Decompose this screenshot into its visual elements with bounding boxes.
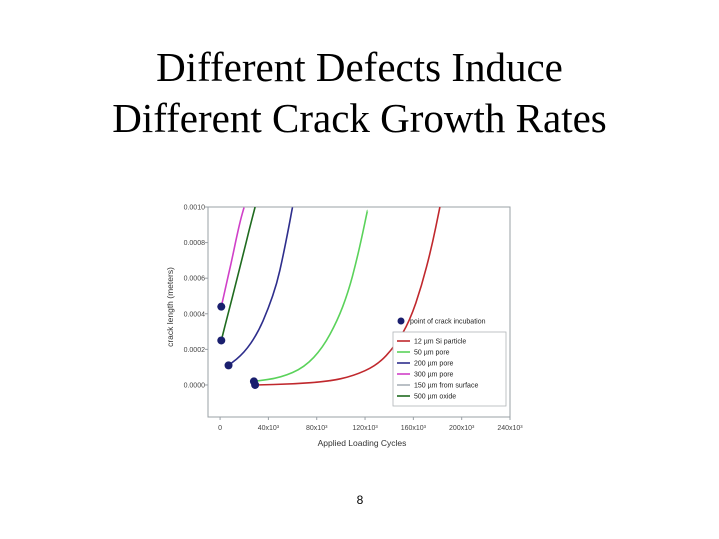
x-tick-label: 200x10³ — [449, 425, 475, 432]
y-tick-label: 0.0004 — [184, 311, 206, 318]
slide-title-line-1: Different Defects Induce — [156, 44, 563, 90]
slide-title: Different Defects Induce Different Crack… — [0, 42, 719, 144]
series-line — [253, 209, 369, 383]
legend-incubation-label: point of crack incubation — [410, 319, 486, 326]
legend-label: 50 µm pore — [414, 350, 450, 357]
slide-title-line-2: Different Crack Growth Rates — [112, 95, 607, 141]
incubation-point — [224, 361, 233, 370]
y-tick-label: 0.0010 — [184, 205, 206, 212]
series-line — [228, 207, 294, 367]
incubation-point — [217, 302, 226, 311]
x-tick-label: 0 — [218, 425, 222, 432]
legend-label: 500 µm oxide — [414, 394, 456, 401]
x-tick-label: 160x10³ — [401, 425, 427, 432]
y-axis-label: crack length (meters) — [165, 267, 175, 347]
series-line — [220, 207, 256, 341]
x-tick-label: 120x10³ — [352, 425, 378, 432]
series-line — [220, 207, 245, 307]
y-tick-label: 0.0006 — [184, 276, 206, 283]
y-tick-label: 0.0000 — [184, 382, 206, 389]
x-axis-label: Applied Loading Cycles — [318, 438, 407, 448]
y-tick-label: 0.0008 — [184, 240, 206, 247]
x-tick-label: 80x10³ — [306, 425, 328, 432]
legend-label: 200 µm pore — [414, 361, 454, 368]
legend-incubation-marker — [397, 317, 405, 325]
incubation-point — [217, 336, 226, 345]
series-line — [255, 207, 441, 386]
crack-growth-chart: 0.0000 0.0002 0.0004 0.0006 0.0008 0.0010 0 40x… — [165, 205, 523, 449]
legend-label: 12 µm Si particle — [414, 339, 466, 346]
legend-label: 300 µm pore — [414, 372, 454, 379]
legend-label: 150 µm from surface — [414, 383, 478, 390]
incubation-point — [249, 377, 258, 386]
x-tick-label: 240x10³ — [497, 425, 523, 432]
legend-box — [392, 331, 507, 407]
page-number: 8 — [356, 493, 364, 507]
x-tick-label: 40x10³ — [258, 425, 280, 432]
y-tick-label: 0.0002 — [184, 347, 206, 354]
